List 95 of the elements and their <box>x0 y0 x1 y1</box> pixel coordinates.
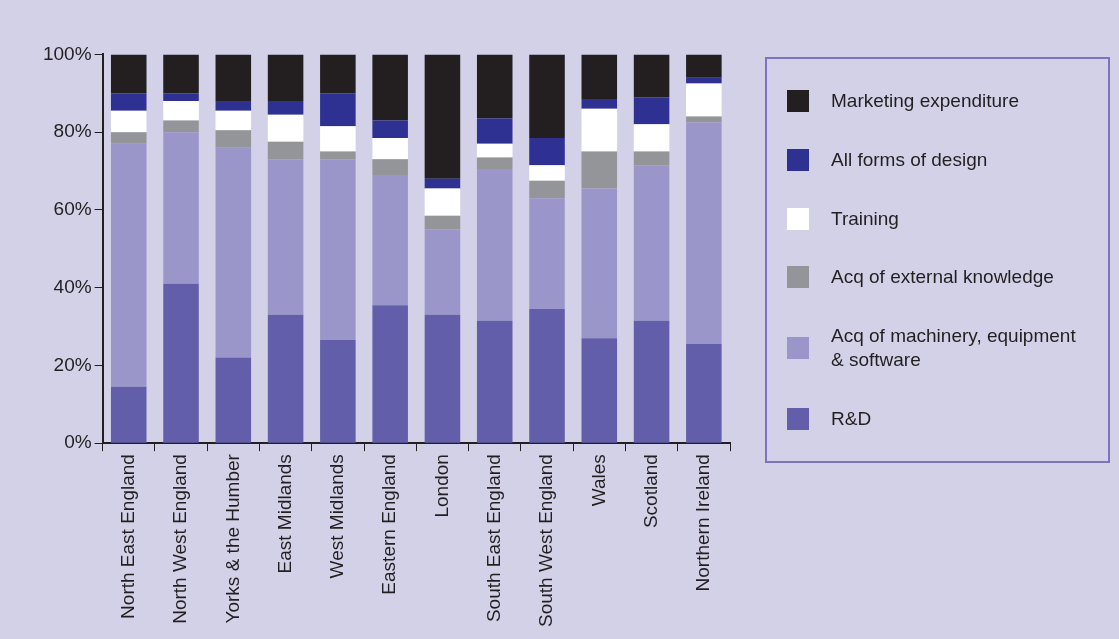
bar <box>163 101 199 121</box>
bar <box>424 314 461 443</box>
y-tick-label: 40% <box>53 275 92 297</box>
x-tick-label: London <box>430 454 452 518</box>
x-tick-label: East Midlands <box>273 454 295 574</box>
legend-label: R&D <box>831 407 872 431</box>
bar <box>110 93 147 111</box>
bar <box>686 54 722 78</box>
bar <box>215 130 252 148</box>
bar <box>163 283 199 443</box>
bar <box>476 169 513 321</box>
legend-label: Acq of machinery, equipment & software <box>831 324 1077 373</box>
y-tick-label: 60% <box>53 198 92 220</box>
bar <box>110 54 147 94</box>
bar <box>320 54 356 94</box>
bar <box>215 147 252 358</box>
y-tick-label: 20% <box>53 353 92 375</box>
bar <box>633 97 670 125</box>
bar <box>267 141 304 160</box>
bar <box>267 159 304 315</box>
bar <box>581 99 618 109</box>
x-tick-label: North West England <box>169 454 191 624</box>
bar <box>686 77 722 84</box>
x-tick-label: South East England <box>482 454 504 623</box>
bar <box>529 180 565 199</box>
legend-label: Training <box>831 206 899 231</box>
bar <box>215 110 252 131</box>
bar <box>424 229 461 315</box>
bar <box>372 120 408 138</box>
bar <box>686 122 722 344</box>
y-tick-label: 80% <box>53 120 92 142</box>
x-tick-label: South West England <box>535 454 557 627</box>
bar <box>529 309 565 443</box>
bar <box>529 137 565 166</box>
bar <box>267 101 304 115</box>
bar <box>424 54 461 179</box>
bar <box>163 120 199 133</box>
bar <box>372 159 408 175</box>
x-tick-label: Scotland <box>639 454 661 529</box>
bar <box>633 151 670 166</box>
bar <box>529 198 565 310</box>
legend-label: Marketing expenditure <box>831 89 1019 113</box>
legend-label: All forms of design <box>831 147 988 172</box>
bar <box>372 54 408 121</box>
x-tick-label: Wales <box>587 454 609 507</box>
bar <box>320 151 356 160</box>
bar <box>320 126 356 152</box>
bar <box>372 137 408 160</box>
bar <box>633 54 670 98</box>
bar <box>424 188 461 216</box>
bar <box>163 132 199 284</box>
bar <box>581 338 618 443</box>
bar <box>476 320 513 443</box>
bar <box>163 93 199 102</box>
bar <box>476 157 513 170</box>
bar <box>529 54 565 138</box>
x-tick-label: Eastern England <box>378 454 400 595</box>
bar <box>267 54 304 102</box>
bar <box>476 54 513 119</box>
x-tick-label: Yorks & the Humber <box>221 453 243 624</box>
bar <box>320 93 356 127</box>
bar <box>372 305 408 443</box>
bar <box>424 215 461 230</box>
bar <box>320 159 356 341</box>
bar <box>476 118 513 144</box>
legend-label: Acq of external knowledge <box>831 265 1054 290</box>
bar <box>424 178 461 189</box>
y-tick-label: 100% <box>42 42 92 64</box>
bar <box>110 143 147 387</box>
bar <box>581 151 618 189</box>
bar <box>686 83 722 117</box>
bar <box>529 165 565 181</box>
bar <box>215 357 252 443</box>
bar <box>476 143 513 158</box>
bar <box>110 386 147 443</box>
bar <box>163 54 199 94</box>
bar <box>633 165 670 321</box>
x-tick-label: Northern Ireland <box>692 454 714 592</box>
bar <box>633 124 670 152</box>
bar <box>581 108 618 152</box>
bar <box>581 54 618 100</box>
bar <box>110 132 147 144</box>
bar <box>267 314 304 443</box>
x-tick-label: North East England <box>116 454 138 619</box>
bar <box>372 174 408 306</box>
bar <box>215 54 252 102</box>
bar <box>215 101 252 111</box>
x-tick-label: West Midlands <box>326 454 348 579</box>
y-tick-label: 0% <box>64 431 92 453</box>
bar <box>110 110 147 133</box>
bar <box>267 114 304 142</box>
bar <box>686 344 722 443</box>
bar <box>320 340 356 443</box>
bar <box>633 320 670 443</box>
bar <box>581 188 618 339</box>
